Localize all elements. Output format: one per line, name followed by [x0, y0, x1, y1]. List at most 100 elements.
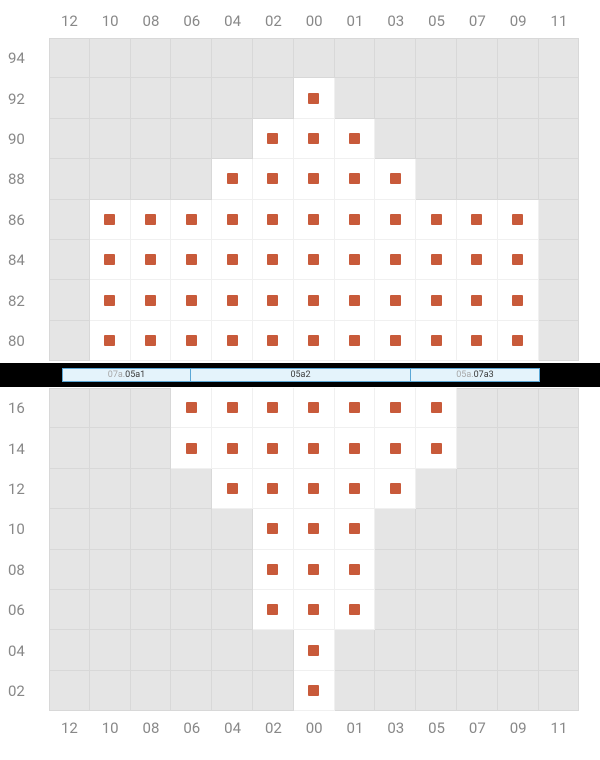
- board-tile[interactable]: [457, 240, 498, 280]
- board-tile[interactable]: [171, 388, 212, 428]
- grid-cell: [90, 38, 131, 78]
- grid-cell: [90, 119, 131, 159]
- board-tile[interactable]: [335, 428, 376, 468]
- board-tile[interactable]: [335, 321, 376, 361]
- board-tile[interactable]: [90, 200, 131, 240]
- board-tile[interactable]: [253, 200, 294, 240]
- board-tile[interactable]: [294, 119, 335, 159]
- board-tile[interactable]: [375, 159, 416, 199]
- board-tile[interactable]: [212, 428, 253, 468]
- board-tile[interactable]: [416, 388, 457, 428]
- board-tile[interactable]: [416, 428, 457, 468]
- board-tile[interactable]: [457, 200, 498, 240]
- board-tile[interactable]: [253, 550, 294, 590]
- board-tile[interactable]: [375, 200, 416, 240]
- board-tile[interactable]: [294, 240, 335, 280]
- grid-cell: [171, 590, 212, 630]
- board-tile[interactable]: [90, 321, 131, 361]
- board-tile[interactable]: [212, 159, 253, 199]
- separator-slot[interactable]: 05a.07a3: [411, 368, 540, 382]
- board-tile[interactable]: [171, 428, 212, 468]
- board-tile[interactable]: [498, 240, 539, 280]
- board-tile[interactable]: [171, 280, 212, 320]
- board-tile[interactable]: [294, 321, 335, 361]
- board-tile[interactable]: [375, 428, 416, 468]
- board-tile[interactable]: [375, 321, 416, 361]
- board-tile[interactable]: [212, 200, 253, 240]
- board-tile[interactable]: [131, 240, 172, 280]
- separator-slot[interactable]: 07a.05a1: [62, 368, 191, 382]
- board-tile[interactable]: [416, 240, 457, 280]
- board-tile[interactable]: [375, 469, 416, 509]
- tile-dot-icon: [349, 483, 360, 494]
- board-tile[interactable]: [335, 280, 376, 320]
- board-tile[interactable]: [253, 469, 294, 509]
- board-tile[interactable]: [294, 630, 335, 670]
- board-tile[interactable]: [212, 280, 253, 320]
- board-tile[interactable]: [294, 428, 335, 468]
- board-tile[interactable]: [294, 509, 335, 549]
- board-tile[interactable]: [253, 119, 294, 159]
- tile-dot-icon: [512, 254, 523, 265]
- board-tile[interactable]: [90, 240, 131, 280]
- board-tile[interactable]: [375, 280, 416, 320]
- board-tile[interactable]: [253, 590, 294, 630]
- board-tile[interactable]: [498, 280, 539, 320]
- board-tile[interactable]: [335, 159, 376, 199]
- board-tile[interactable]: [131, 200, 172, 240]
- board-tile[interactable]: [375, 388, 416, 428]
- board-tile[interactable]: [294, 280, 335, 320]
- grid-cell: [212, 590, 253, 630]
- board-tile[interactable]: [294, 550, 335, 590]
- board-tile[interactable]: [335, 240, 376, 280]
- separator-slot[interactable]: 05a2: [191, 368, 411, 382]
- board-tile[interactable]: [253, 388, 294, 428]
- board-tile[interactable]: [457, 280, 498, 320]
- board-tile[interactable]: [171, 240, 212, 280]
- grid-cell: [49, 388, 90, 428]
- board-tile[interactable]: [253, 280, 294, 320]
- board-tile[interactable]: [212, 321, 253, 361]
- board-tile[interactable]: [294, 469, 335, 509]
- board-tile[interactable]: [416, 321, 457, 361]
- board-tile[interactable]: [335, 509, 376, 549]
- board-tile[interactable]: [375, 240, 416, 280]
- board-tile[interactable]: [294, 159, 335, 199]
- board-tile[interactable]: [253, 321, 294, 361]
- board-tile[interactable]: [212, 388, 253, 428]
- board-tile[interactable]: [294, 388, 335, 428]
- board-tile[interactable]: [90, 280, 131, 320]
- grid-cell: [539, 469, 580, 509]
- board-tile[interactable]: [498, 200, 539, 240]
- board-tile[interactable]: [212, 240, 253, 280]
- board-tile[interactable]: [335, 388, 376, 428]
- board-tile[interactable]: [335, 119, 376, 159]
- board-tile[interactable]: [253, 428, 294, 468]
- grid-cell: [49, 240, 90, 280]
- board-tile[interactable]: [294, 671, 335, 711]
- board-tile[interactable]: [171, 321, 212, 361]
- board-tile[interactable]: [335, 200, 376, 240]
- board-tile[interactable]: [335, 550, 376, 590]
- board-tile[interactable]: [253, 159, 294, 199]
- board-tile[interactable]: [212, 469, 253, 509]
- axis-label: 08: [587, 550, 600, 590]
- board-tile[interactable]: [131, 321, 172, 361]
- board-tile[interactable]: [294, 200, 335, 240]
- grid-cell: [212, 509, 253, 549]
- board-tile[interactable]: [131, 280, 172, 320]
- tile-dot-icon: [227, 443, 238, 454]
- board-tile[interactable]: [457, 321, 498, 361]
- board-tile[interactable]: [253, 509, 294, 549]
- board-tile[interactable]: [253, 240, 294, 280]
- tile-dot-icon: [431, 443, 442, 454]
- board-tile[interactable]: [498, 321, 539, 361]
- board-tile[interactable]: [294, 590, 335, 630]
- board-tile[interactable]: [416, 280, 457, 320]
- board-tile[interactable]: [171, 200, 212, 240]
- board-tile[interactable]: [416, 200, 457, 240]
- grid-cell: [171, 159, 212, 199]
- board-tile[interactable]: [294, 78, 335, 118]
- board-tile[interactable]: [335, 590, 376, 630]
- board-tile[interactable]: [335, 469, 376, 509]
